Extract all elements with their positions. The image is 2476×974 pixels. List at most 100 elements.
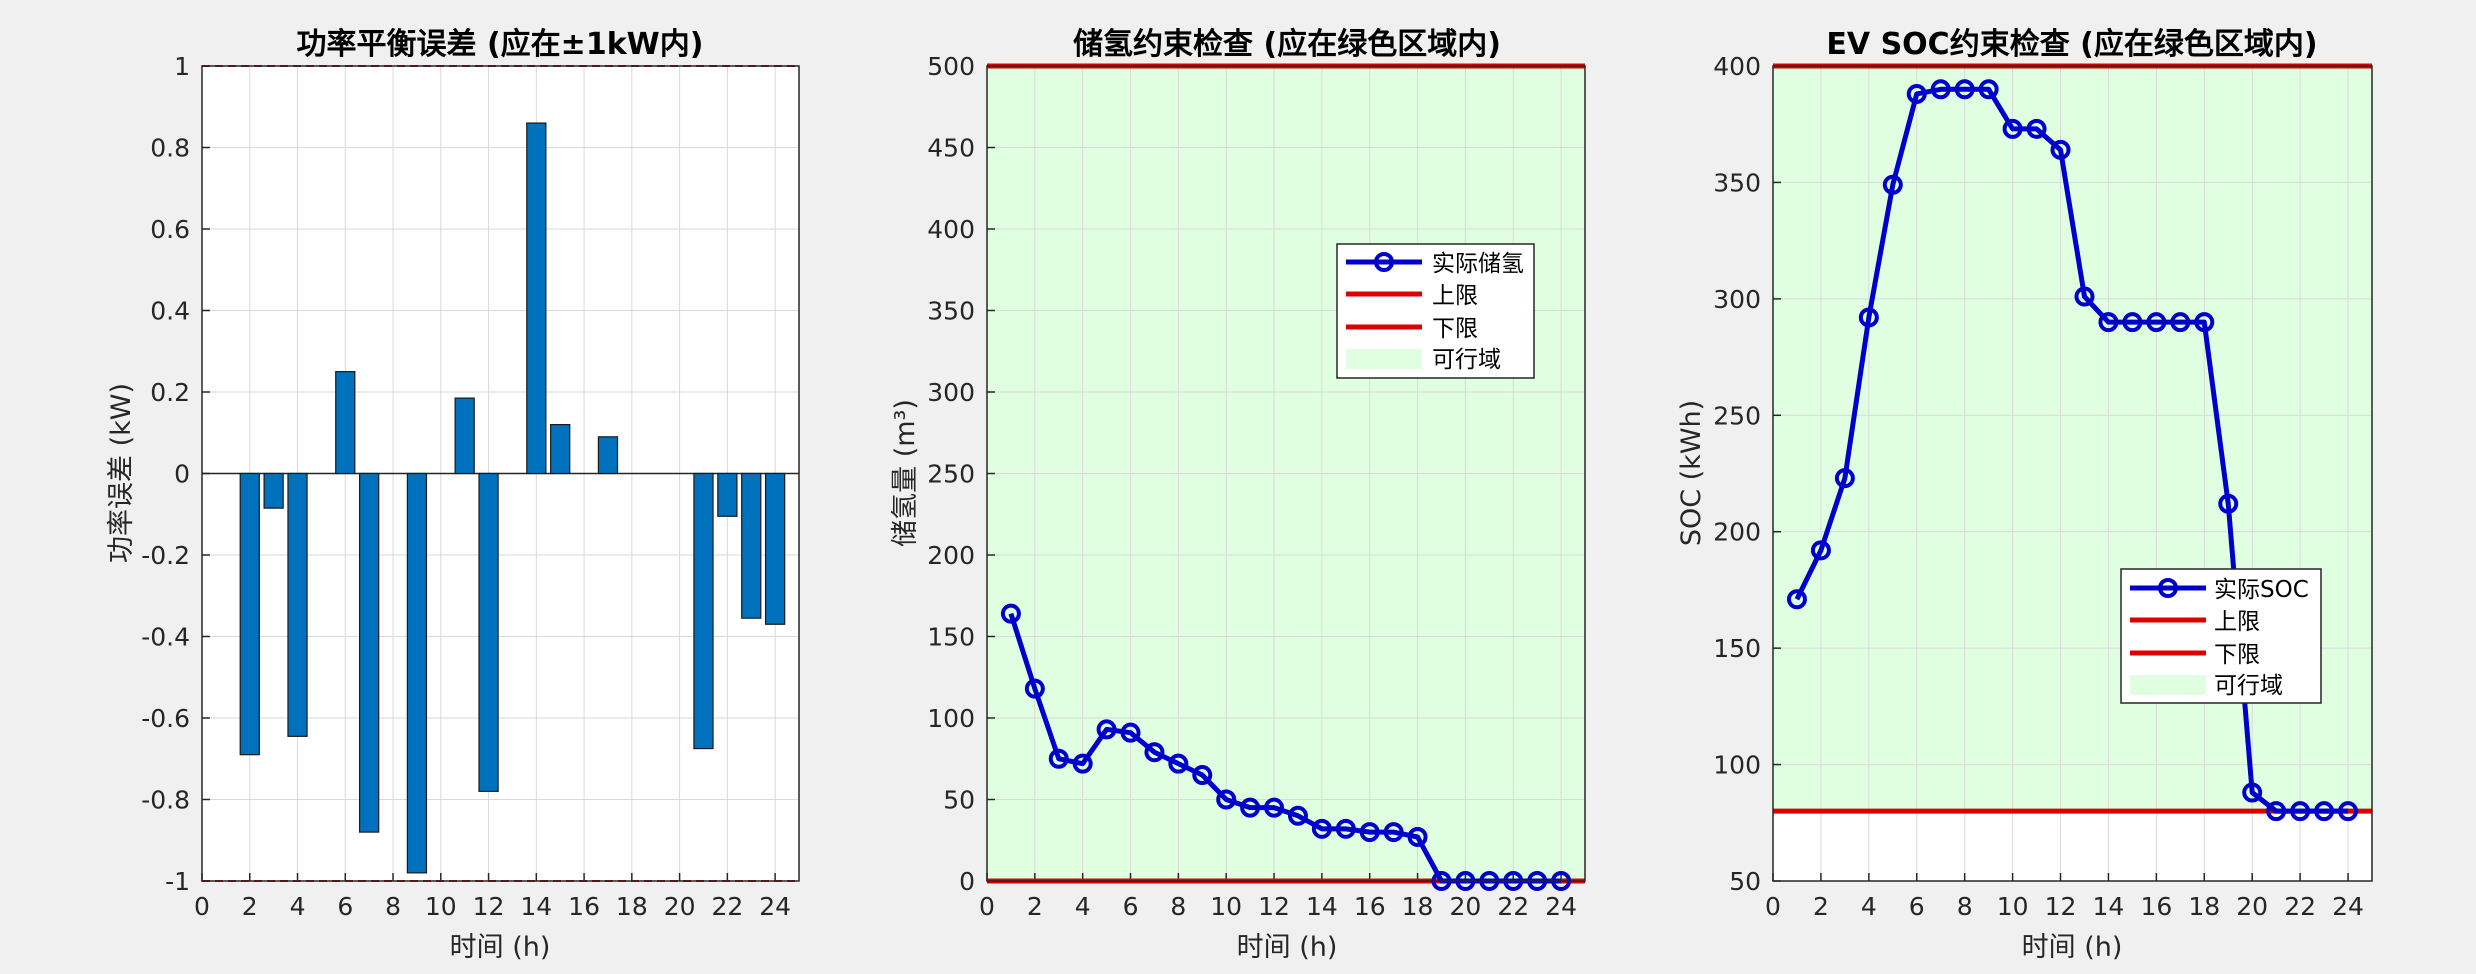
y-tick-labels: 0 50 100 150 200 250 300 350 400 450 500 — [927, 52, 975, 896]
y-tick-label: 350 — [1713, 168, 1761, 197]
y-tick-label: 0 — [959, 867, 975, 896]
y-tick-label: 0.6 — [150, 215, 190, 244]
data-point — [1048, 748, 1069, 769]
y-axis-label: SOC (kWh) — [1676, 400, 1707, 546]
x-tick-label: 18 — [616, 892, 648, 921]
x-tick-label: 4 — [1075, 892, 1091, 921]
bars — [202, 65, 799, 882]
data-point — [1144, 742, 1165, 763]
x-tick-label: 2 — [242, 892, 258, 921]
y-tick-label: 400 — [927, 215, 975, 244]
y-axis-label: 功率误差 (kW) — [106, 383, 137, 563]
chart-title: 功率平衡误差 (应在±1kW内) — [297, 27, 704, 62]
x-tick-label: 20 — [2236, 892, 2268, 921]
y-tick-label: 400 — [1713, 52, 1761, 81]
legend-label-series: 实际储氢 — [1432, 251, 1524, 277]
x-tick-label: 18 — [1402, 892, 1434, 921]
legend-label-upper: 上限 — [2214, 609, 2260, 635]
legend-label-series: 实际SOC — [2214, 577, 2309, 603]
y-tick-label: 300 — [927, 378, 975, 407]
y-tick-label: -0.2 — [141, 541, 190, 570]
data-point — [1834, 468, 1855, 489]
plot-frame — [1772, 65, 2373, 882]
y-tick-labels: 50 100 150 200 250 300 350 400 — [1713, 52, 1761, 896]
y-tick-label: 200 — [927, 541, 975, 570]
legend-label-feasible: 可行域 — [2214, 673, 2283, 699]
x-tick-label: 14 — [2093, 892, 2125, 921]
data-point — [1978, 79, 1999, 100]
data-point — [1786, 589, 1807, 610]
data-point — [2074, 286, 2095, 307]
y-tick-label: 50 — [1729, 867, 1761, 896]
data-point — [1096, 719, 1117, 740]
series-line — [1794, 86, 2349, 814]
x-tick-label: 24 — [2332, 892, 2364, 921]
bar — [764, 472, 786, 625]
data-point — [1954, 79, 1975, 100]
x-axis-label: 时间 (h) — [1237, 932, 1338, 963]
bar — [287, 472, 308, 737]
bar — [454, 397, 475, 475]
bar — [741, 472, 762, 619]
x-tick-label: 8 — [1957, 892, 1973, 921]
x-tick-label: 16 — [2140, 892, 2172, 921]
legend-marker — [2158, 578, 2178, 598]
y-tick-label: -0.8 — [141, 786, 190, 815]
bar — [597, 436, 619, 475]
data-point — [2218, 493, 2239, 514]
x-tick-label: 12 — [1258, 892, 1290, 921]
bar — [335, 371, 356, 475]
x-tick-label: 2 — [1813, 892, 1829, 921]
y-tick-label: 0.2 — [150, 378, 190, 407]
y-tick-label: 150 — [927, 623, 975, 652]
y-tick-label: 250 — [1713, 401, 1761, 430]
x-tick-label: 0 — [979, 892, 995, 921]
bar — [239, 472, 260, 756]
data-point — [2050, 139, 2071, 160]
x-tick-label: 10 — [425, 892, 457, 921]
data-point — [1810, 540, 1831, 561]
data-point — [1192, 765, 1213, 786]
x-tick-label: 8 — [1170, 892, 1186, 921]
legend-swatch-feasible — [2130, 675, 2206, 695]
x-tick-label: 18 — [2188, 892, 2220, 921]
data-point — [2146, 312, 2167, 333]
x-tick-label: 6 — [1909, 892, 1925, 921]
y-tick-label: 1 — [174, 52, 190, 81]
x-tick-label: 16 — [1354, 892, 1386, 921]
x-tick-label: 4 — [290, 892, 306, 921]
legend-label-upper: 上限 — [1432, 283, 1478, 309]
data-point — [1335, 818, 1356, 839]
legend: 实际SOC 上限 下限 可行域 — [2120, 568, 2322, 704]
y-tick-label: 50 — [943, 786, 975, 815]
data-point — [1359, 822, 1380, 843]
data-point — [1930, 79, 1951, 100]
y-tick-label: 450 — [927, 134, 975, 163]
bar — [478, 472, 499, 792]
data-point — [1311, 818, 1332, 839]
data-point — [1240, 797, 1261, 818]
bar — [693, 472, 714, 750]
plot-frame — [986, 65, 1586, 882]
data-point — [1906, 83, 1927, 104]
x-tick-label: 0 — [1765, 892, 1781, 921]
x-tick-labels: 0 2 4 6 8 10 12 14 16 18 20 22 24 — [1765, 892, 2364, 921]
y-tick-label: 0.8 — [150, 134, 190, 163]
x-tick-label: 24 — [759, 892, 791, 921]
y-tick-label: -0.4 — [141, 623, 190, 652]
x-tick-label: 14 — [1306, 892, 1338, 921]
data-point — [2194, 312, 2215, 333]
data-point — [2314, 801, 2335, 822]
y-tick-label: 0 — [174, 460, 190, 489]
y-tick-label: 350 — [927, 297, 975, 326]
data-point — [2026, 118, 2047, 139]
y-tick-label: 100 — [1713, 751, 1761, 780]
y-tick-label: 300 — [1713, 285, 1761, 314]
x-tick-label: 22 — [1497, 892, 1529, 921]
x-axis-label: 时间 (h) — [450, 932, 551, 963]
y-tick-label: 100 — [927, 704, 975, 733]
data-point — [1383, 822, 1404, 843]
y-tick-label: 500 — [927, 52, 975, 81]
data-point — [2242, 782, 2263, 803]
data-point — [1858, 307, 1879, 328]
